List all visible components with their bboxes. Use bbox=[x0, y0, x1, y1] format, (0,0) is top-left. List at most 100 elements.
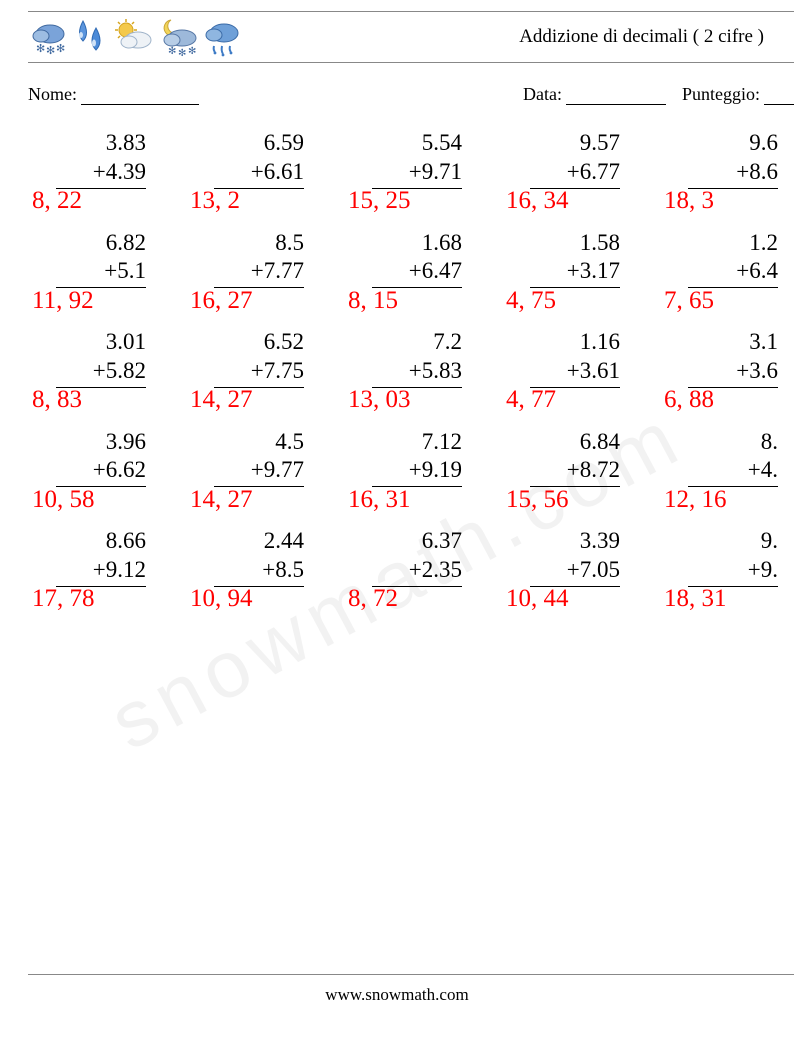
addend-top: 1.68 bbox=[372, 229, 462, 258]
answer: 16, 27 bbox=[190, 287, 253, 315]
addend-top: 4.5 bbox=[214, 428, 304, 457]
cloud-snow-icon: ✻ ✻ ✻ bbox=[28, 18, 70, 58]
date-label: Data: bbox=[523, 84, 562, 105]
answer: 13, 03 bbox=[348, 386, 411, 414]
addend-top: 8.5 bbox=[214, 229, 304, 258]
svg-text:✻: ✻ bbox=[36, 43, 45, 55]
raindrops-icon bbox=[72, 18, 108, 58]
addend-bottom: +3.17 bbox=[530, 257, 620, 288]
answer: 10, 44 bbox=[506, 585, 569, 613]
footer-url: www.snowmath.com bbox=[0, 985, 794, 1005]
score-blank bbox=[764, 84, 794, 105]
problem-stack: 6.82+5.1 bbox=[56, 229, 146, 289]
problem-cell: 1.58+3.174, 75 bbox=[502, 229, 660, 289]
answer: 14, 27 bbox=[190, 486, 253, 514]
addend-bottom: +3.61 bbox=[530, 357, 620, 388]
addend-top: 1.2 bbox=[688, 229, 778, 258]
svg-text:✻: ✻ bbox=[178, 48, 186, 58]
answer: 12, 16 bbox=[664, 486, 727, 514]
meta-row: Nome: Data: Punteggio: bbox=[28, 84, 794, 105]
answer: 17, 78 bbox=[32, 585, 95, 613]
problem-cell: 1.68+6.478, 15 bbox=[344, 229, 502, 289]
problem-stack: 3.83+4.39 bbox=[56, 129, 146, 189]
problem-stack: 1.68+6.47 bbox=[372, 229, 462, 289]
problem-cell: 8.5+7.7716, 27 bbox=[186, 229, 344, 289]
addend-bottom: +8.5 bbox=[214, 556, 304, 587]
answer: 10, 94 bbox=[190, 585, 253, 613]
addend-top: 8. bbox=[688, 428, 778, 457]
addend-top: 3.01 bbox=[56, 328, 146, 357]
problem-row: 6.82+5.111, 928.5+7.7716, 271.68+6.478, … bbox=[28, 229, 794, 289]
problem-stack: 6.52+7.75 bbox=[214, 328, 304, 388]
addend-bottom: +8.72 bbox=[530, 456, 620, 487]
problems-grid: 3.83+4.398, 226.59+6.6113, 25.54+9.7115,… bbox=[28, 129, 794, 587]
date-blank bbox=[566, 84, 666, 105]
addend-top: 6.84 bbox=[530, 428, 620, 457]
answer: 7, 65 bbox=[664, 287, 714, 315]
addend-top: 6.37 bbox=[372, 527, 462, 556]
answer: 15, 56 bbox=[506, 486, 569, 514]
answer: 4, 75 bbox=[506, 287, 556, 315]
name-label: Nome: bbox=[28, 84, 77, 105]
svg-text:✻: ✻ bbox=[56, 43, 65, 55]
addend-bottom: +7.75 bbox=[214, 357, 304, 388]
problem-cell: 1.16+3.614, 77 bbox=[502, 328, 660, 388]
answer: 10, 58 bbox=[32, 486, 95, 514]
problem-cell: 3.1+3.66, 88 bbox=[660, 328, 794, 388]
problem-cell: 6.84+8.7215, 56 bbox=[502, 428, 660, 488]
addend-bottom: +6.61 bbox=[214, 158, 304, 189]
problem-cell: 3.01+5.828, 83 bbox=[28, 328, 186, 388]
addend-bottom: +9. bbox=[688, 556, 778, 587]
addend-top: 8.66 bbox=[56, 527, 146, 556]
addend-bottom: +6.77 bbox=[530, 158, 620, 189]
problem-row: 3.01+5.828, 836.52+7.7514, 277.2+5.8313,… bbox=[28, 328, 794, 388]
answer: 8, 83 bbox=[32, 386, 82, 414]
addend-bottom: +7.77 bbox=[214, 257, 304, 288]
problem-cell: 8.+4.12, 16 bbox=[660, 428, 794, 488]
problem-cell: 3.39+7.0510, 44 bbox=[502, 527, 660, 587]
score-label: Punteggio: bbox=[682, 84, 760, 105]
problem-cell: 7.2+5.8313, 03 bbox=[344, 328, 502, 388]
addend-bottom: +7.05 bbox=[530, 556, 620, 587]
addend-bottom: +5.1 bbox=[56, 257, 146, 288]
answer: 18, 3 bbox=[664, 187, 714, 215]
worksheet-page: ✻ ✻ ✻ bbox=[0, 0, 794, 1053]
svg-text:✻: ✻ bbox=[46, 45, 55, 57]
addend-bottom: +2.35 bbox=[372, 556, 462, 587]
problem-row: 3.83+4.398, 226.59+6.6113, 25.54+9.7115,… bbox=[28, 129, 794, 189]
addend-bottom: +4.39 bbox=[56, 158, 146, 189]
addend-top: 6.59 bbox=[214, 129, 304, 158]
answer: 8, 72 bbox=[348, 585, 398, 613]
addend-bottom: +9.12 bbox=[56, 556, 146, 587]
addend-bottom: +6.47 bbox=[372, 257, 462, 288]
answer: 11, 92 bbox=[32, 287, 94, 315]
addend-top: 7.12 bbox=[372, 428, 462, 457]
header: ✻ ✻ ✻ bbox=[28, 10, 794, 60]
addend-bottom: +6.4 bbox=[688, 257, 778, 288]
problem-stack: 3.96+6.62 bbox=[56, 428, 146, 488]
problem-cell: 6.52+7.7514, 27 bbox=[186, 328, 344, 388]
answer: 13, 2 bbox=[190, 187, 240, 215]
answer: 6, 88 bbox=[664, 386, 714, 414]
addend-bottom: +6.62 bbox=[56, 456, 146, 487]
problem-cell: 8.66+9.1217, 78 bbox=[28, 527, 186, 587]
problem-cell: 3.83+4.398, 22 bbox=[28, 129, 186, 189]
problem-stack: 5.54+9.71 bbox=[372, 129, 462, 189]
problem-cell: 5.54+9.7115, 25 bbox=[344, 129, 502, 189]
addend-bottom: +8.6 bbox=[688, 158, 778, 189]
problem-stack: 1.2+6.4 bbox=[688, 229, 778, 289]
addend-top: 3.1 bbox=[688, 328, 778, 357]
addend-bottom: +9.77 bbox=[214, 456, 304, 487]
problem-stack: 8.+4. bbox=[688, 428, 778, 488]
problem-stack: 1.16+3.61 bbox=[530, 328, 620, 388]
answer: 16, 31 bbox=[348, 486, 411, 514]
problem-cell: 3.96+6.6210, 58 bbox=[28, 428, 186, 488]
problem-stack: 7.2+5.83 bbox=[372, 328, 462, 388]
addend-bottom: +9.19 bbox=[372, 456, 462, 487]
addend-bottom: +5.83 bbox=[372, 357, 462, 388]
problem-cell: 7.12+9.1916, 31 bbox=[344, 428, 502, 488]
addend-bottom: +5.82 bbox=[56, 357, 146, 388]
problem-stack: 6.59+6.61 bbox=[214, 129, 304, 189]
problem-stack: 7.12+9.19 bbox=[372, 428, 462, 488]
problem-cell: 9.57+6.7716, 34 bbox=[502, 129, 660, 189]
